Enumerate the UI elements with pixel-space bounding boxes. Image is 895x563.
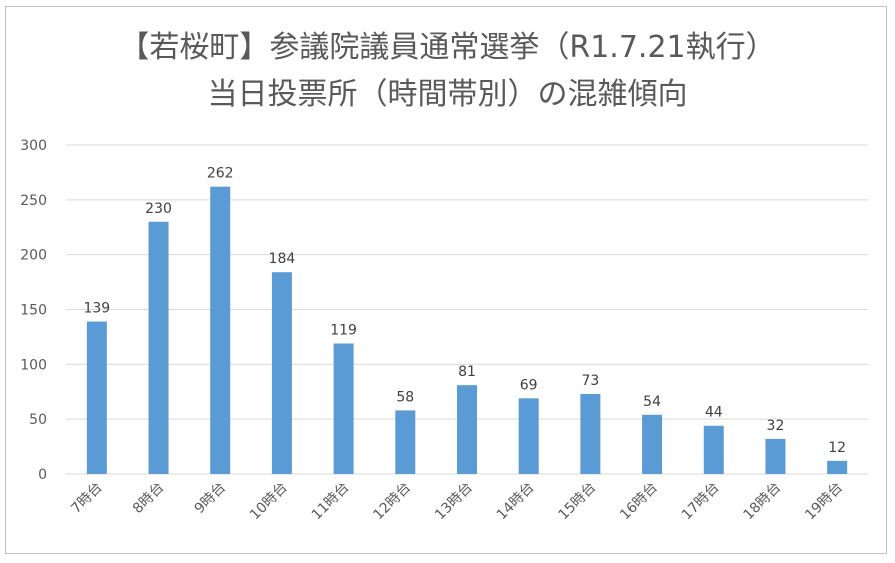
data-labels: 139 230 262 184 119 58 81 69 73 54 44 32 12 [83,166,846,456]
data-label: 119 [330,322,357,338]
data-label: 32 [767,418,785,434]
data-label: 81 [458,364,476,380]
y-tick-label: 300 [20,138,47,154]
bar [518,398,539,474]
y-tick-label: 100 [20,357,47,373]
data-label: 44 [705,405,723,421]
bar [765,438,786,474]
bar [580,393,601,474]
x-tick-label: 15時台 [555,480,599,524]
y-tick-label: 0 [38,467,47,483]
data-label: 54 [643,394,661,410]
y-tick-label: 200 [20,248,47,264]
data-label: 262 [207,166,234,182]
bar [271,272,292,474]
bar [148,221,169,474]
x-tick-label: 13時台 [432,480,476,524]
bar [642,414,663,474]
bar [457,385,477,474]
x-tick-label: 14時台 [494,480,538,524]
x-tick-label: 9時台 [192,480,229,517]
x-tick-label: 16時台 [617,480,661,524]
x-tick-label: 18時台 [741,480,785,524]
x-tick-label: 17時台 [679,480,723,524]
chart-title: 【若桜町】参議院議員通常選挙（R1.7.21執行） [119,30,776,65]
bar [333,343,354,474]
y-tick-label: 250 [20,193,47,209]
x-tick-label: 7時台 [68,480,105,517]
x-tick-label: 8時台 [130,480,167,517]
y-axis: 0 50 100 150 200 250 300 [20,138,47,483]
bar [703,425,724,474]
chart-subtitle: 当日投票所（時間帯別）の混雑傾向 [207,77,688,112]
y-tick-label: 50 [29,412,47,428]
bar [827,460,848,474]
x-tick-label: 19時台 [802,480,846,524]
data-label: 12 [828,440,846,456]
x-tick-label: 10時台 [247,480,291,524]
bar [210,186,231,474]
x-tick-label: 12時台 [370,480,414,524]
x-tick-label: 11時台 [309,480,353,524]
data-label: 139 [83,301,110,317]
bar [86,321,107,474]
x-axis: 7時台 8時台 9時台 10時台 11時台 12時台 13時台 14時台 15時台 16時台 17時… [68,480,846,524]
bar [395,410,416,474]
bars [86,186,848,474]
data-label: 73 [581,373,599,389]
data-label: 230 [145,201,172,217]
gridlines [66,144,868,475]
data-label: 58 [396,389,414,405]
y-tick-label: 150 [20,303,47,319]
data-label: 69 [520,377,538,393]
data-label: 184 [269,251,296,267]
